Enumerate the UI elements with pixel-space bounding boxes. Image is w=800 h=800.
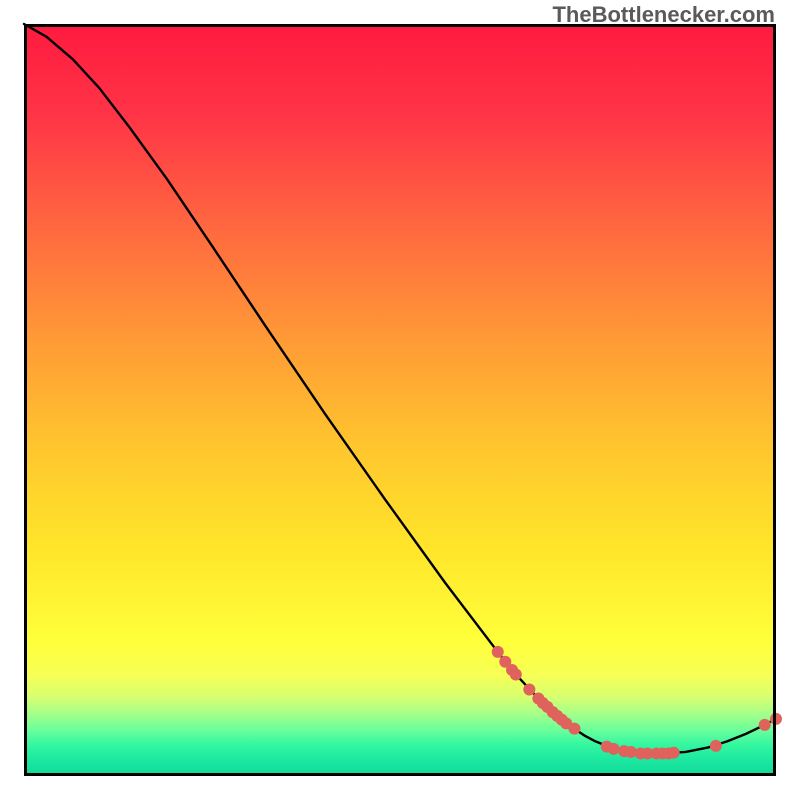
watermark-text: TheBottlenecker.com: [552, 2, 775, 28]
chart-container: TheBottlenecker.com: [0, 0, 800, 800]
plot-area: [24, 24, 776, 776]
